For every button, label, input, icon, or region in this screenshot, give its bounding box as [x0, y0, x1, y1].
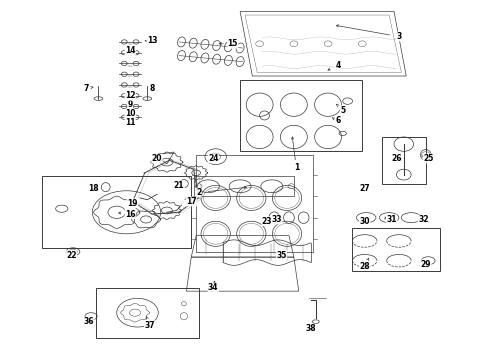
Text: 31: 31: [386, 215, 397, 224]
Text: 37: 37: [145, 321, 155, 330]
Text: 11: 11: [125, 118, 135, 127]
Text: 19: 19: [127, 199, 138, 208]
Text: 20: 20: [152, 154, 162, 163]
Text: 22: 22: [66, 251, 77, 260]
Bar: [42, 176, 191, 248]
Text: 34: 34: [208, 283, 219, 292]
Text: 7: 7: [83, 84, 89, 93]
Bar: [96, 288, 198, 338]
Text: 38: 38: [306, 324, 316, 333]
Text: 36: 36: [83, 317, 94, 326]
Text: 14: 14: [125, 46, 135, 55]
Text: 33: 33: [271, 215, 282, 224]
Text: 32: 32: [418, 215, 429, 224]
Text: 15: 15: [227, 39, 238, 48]
Text: 1: 1: [294, 163, 299, 172]
Text: 3: 3: [396, 32, 401, 41]
Text: 26: 26: [391, 154, 402, 163]
Text: 30: 30: [360, 217, 370, 226]
Text: 13: 13: [147, 36, 157, 45]
Text: 10: 10: [125, 109, 135, 118]
Text: 6: 6: [335, 116, 341, 125]
Bar: [196, 155, 314, 252]
Text: 17: 17: [186, 197, 196, 206]
Text: 35: 35: [276, 251, 287, 260]
Text: 28: 28: [359, 262, 370, 271]
Text: 16: 16: [125, 210, 135, 219]
Bar: [240, 80, 362, 151]
Text: 9: 9: [127, 100, 133, 109]
Text: 12: 12: [125, 91, 135, 100]
Text: 18: 18: [88, 184, 99, 193]
Text: 21: 21: [174, 181, 184, 190]
Text: 27: 27: [359, 184, 370, 193]
Text: 4: 4: [335, 61, 341, 70]
Text: 24: 24: [208, 154, 219, 163]
Text: 5: 5: [340, 105, 345, 114]
Bar: [194, 176, 294, 196]
Text: 25: 25: [423, 154, 434, 163]
Bar: [352, 228, 441, 271]
Bar: [382, 137, 426, 184]
Text: 23: 23: [262, 217, 272, 226]
Text: 8: 8: [149, 84, 155, 93]
Text: 2: 2: [196, 188, 201, 197]
Text: 29: 29: [420, 260, 431, 269]
